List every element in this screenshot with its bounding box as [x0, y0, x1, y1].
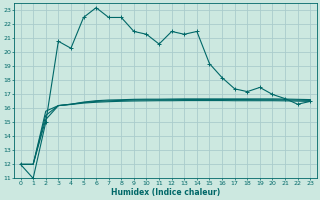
X-axis label: Humidex (Indice chaleur): Humidex (Indice chaleur) [111, 188, 220, 197]
